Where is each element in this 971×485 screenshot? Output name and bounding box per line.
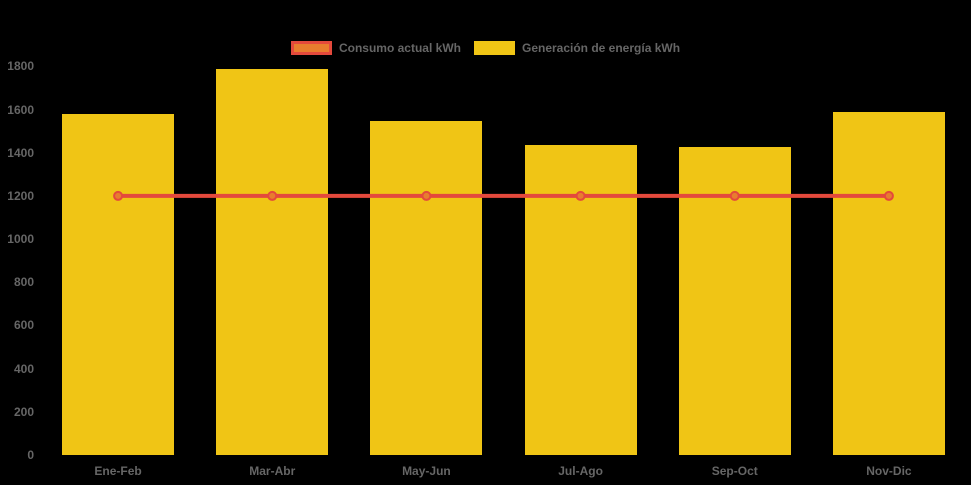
x-axis-label-sep-oct: Sep-Oct	[711, 464, 758, 478]
y-tick-label-1800: 1800	[7, 59, 34, 74]
consumo-point-may-jun[interactable]	[421, 190, 432, 201]
y-tick-label-1400: 1400	[7, 145, 34, 160]
chart-legend: Consumo actual kWh Generación de energía…	[0, 41, 971, 55]
y-tick-label-0: 0	[27, 448, 34, 462]
bar-may-jun[interactable]	[370, 121, 483, 455]
consumo-point-ene-feb[interactable]	[113, 190, 124, 201]
consumo-point-jul-ago[interactable]	[575, 190, 586, 201]
bar-ene-feb[interactable]	[62, 113, 175, 455]
legend-label-generacion: Generación de energía kWh	[521, 41, 681, 55]
legend-item-consumo-actual[interactable]: Consumo actual kWh	[290, 41, 461, 55]
bar-nov-dic[interactable]	[832, 111, 945, 455]
x-axis-label-ene-feb: Ene-Feb	[94, 464, 142, 478]
generacion-swatch	[473, 41, 515, 55]
bar-mar-abr[interactable]	[216, 68, 329, 455]
x-axis-label-jul-ago: Jul-Ago	[558, 464, 603, 478]
x-axis-label-mar-abr: Mar-Abr	[249, 464, 296, 478]
y-tick-label-400: 400	[13, 361, 34, 376]
y-tick-label-1000: 1000	[7, 232, 34, 247]
y-tick-label-600: 600	[13, 318, 34, 333]
x-axis-label-may-jun: May-Jun	[402, 464, 451, 478]
legend-item-generacion[interactable]: Generación de energía kWh	[473, 41, 681, 55]
y-tick-label-1600: 1600	[7, 102, 34, 117]
y-tick-label-800: 800	[13, 275, 34, 290]
consumo-actual-swatch	[290, 41, 332, 55]
consumo-point-sep-oct[interactable]	[729, 190, 740, 201]
consumo-point-nov-dic[interactable]	[883, 190, 894, 201]
y-tick-label-200: 200	[13, 404, 34, 419]
x-axis-label-nov-dic: Nov-Dic	[866, 464, 912, 478]
consumo-point-mar-abr[interactable]	[267, 190, 278, 201]
legend-label-consumo-actual: Consumo actual kWh	[338, 41, 461, 55]
y-tick-label-1200: 1200	[7, 188, 34, 203]
